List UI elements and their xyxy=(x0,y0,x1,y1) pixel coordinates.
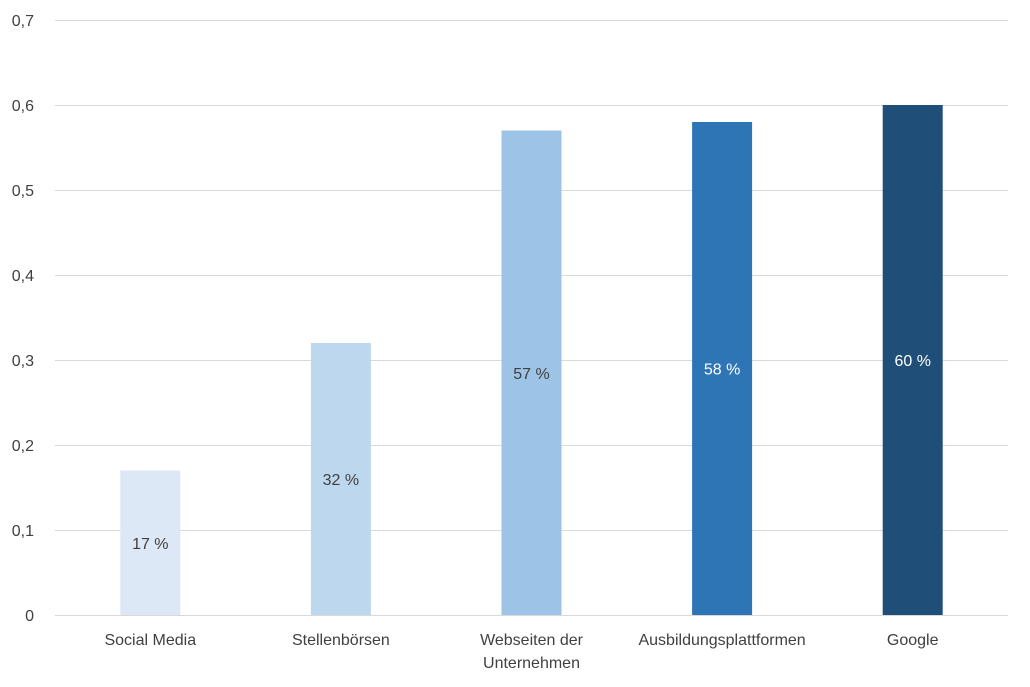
bar xyxy=(692,122,753,615)
category-label: Social Media xyxy=(104,632,196,649)
y-tick-label: 0,7 xyxy=(12,13,34,30)
category-label: Ausbildungsplattformen xyxy=(638,632,805,649)
y-tick-label: 0 xyxy=(25,608,34,625)
category-label: Stellenbörsen xyxy=(292,632,390,649)
bar xyxy=(120,470,181,615)
y-tick-label: 0,2 xyxy=(12,438,34,455)
category-label: Webseiten der xyxy=(480,632,584,649)
data-label: 58 % xyxy=(704,362,740,379)
y-tick-label: 0,4 xyxy=(12,268,34,285)
data-labels: 17 % 32 % 57 % 58 % 60 % xyxy=(132,353,931,553)
data-label: 60 % xyxy=(894,353,930,370)
category-label: Unternehmen xyxy=(483,655,580,672)
bar xyxy=(501,130,562,615)
data-label: 32 % xyxy=(323,472,359,489)
y-tick-label: 0,1 xyxy=(12,523,34,540)
bars xyxy=(120,105,943,615)
data-label: 17 % xyxy=(132,536,168,553)
y-tick-label: 0,5 xyxy=(12,183,34,200)
bar xyxy=(310,343,371,615)
data-label: 57 % xyxy=(513,366,549,383)
y-tick-label: 0,3 xyxy=(12,353,34,370)
category-label: Google xyxy=(887,632,939,649)
y-axis-tick-labels: 0 0,1 0,2 0,3 0,4 0,5 0,6 0,7 xyxy=(12,13,34,625)
x-axis-category-labels: Social Media Stellenbörsen Webseiten der Un… xyxy=(104,632,938,672)
y-tick-label: 0,6 xyxy=(12,98,34,115)
bar xyxy=(882,105,943,615)
